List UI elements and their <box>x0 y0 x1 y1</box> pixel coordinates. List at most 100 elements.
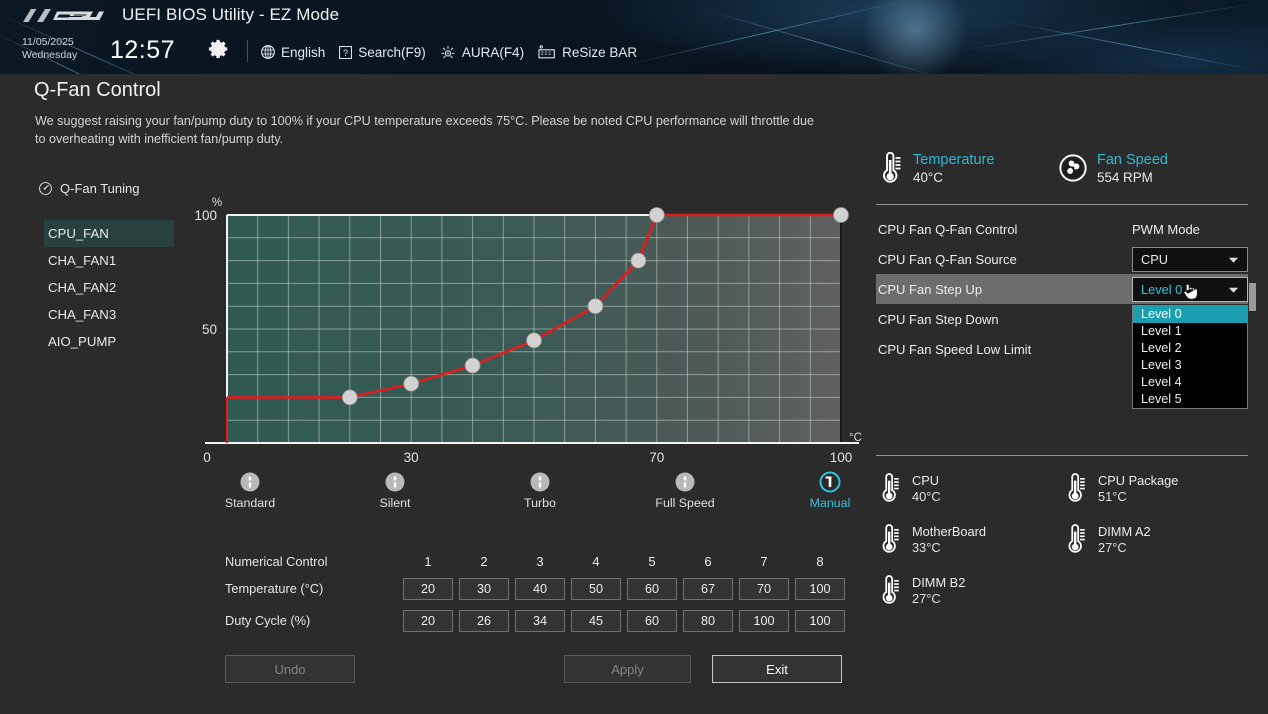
dropdown-option-level-5[interactable]: Level 5 <box>1141 392 1182 406</box>
duty-cycle-cell-2[interactable]: 26 <box>459 609 509 632</box>
duty-cycle-cell-7[interactable]: 100 <box>739 609 789 632</box>
setting-dropdown-value-cpu-fan-step-up: Level 0 <box>1141 281 1183 297</box>
curve-point-6[interactable] <box>630 252 647 269</box>
setting-dropdown-cpu-fan-q-fan-source[interactable]: CPU <box>1132 246 1248 272</box>
setting-row-cpu-fan-step-up[interactable]: CPU Fan Step Up Level 0 <box>876 274 1248 304</box>
curve-point-7[interactable] <box>648 207 665 223</box>
slider-label-turbo[interactable]: Turbo <box>524 496 556 510</box>
hardware-monitor-panel: CPU 40°C CPU Package 51°C MotherBoard 33°C DIM… <box>876 455 1248 626</box>
sensor-cpu-package: CPU Package 51°C <box>1062 473 1248 524</box>
page-description: We suggest raising your fan/pump duty to… <box>35 114 815 146</box>
slider-knob-standard[interactable] <box>240 472 260 492</box>
curve-point-1[interactable] <box>341 389 358 406</box>
language-menu-item[interactable]: English <box>260 44 325 60</box>
dropdown-option-level-1[interactable]: Level 1 <box>1141 324 1182 338</box>
duty-cycle-cell-4[interactable]: 45 <box>571 609 621 632</box>
temperature-cell-7[interactable]: 70 <box>739 577 789 600</box>
sensor-value-motherboard: 33°C <box>912 540 941 555</box>
dropdown-options-cpu-fan-step-up[interactable]: Level 0 Level 1 Level 2 Level 3 Level 4 Level… <box>1132 305 1248 409</box>
temperature-cell-8[interactable]: 100 <box>795 577 845 600</box>
fan-curve-chart[interactable]: % 100 50 0 30 70 100 °C <box>190 192 870 467</box>
slider-label-standard[interactable]: Standard <box>224 496 276 510</box>
temperature-cell-2[interactable]: 30 <box>459 577 509 600</box>
fan-speed-readout-title: Fan Speed <box>1097 152 1168 168</box>
slider-knob-turbo[interactable] <box>530 472 550 492</box>
fan-speed-readout-value: 554 RPM <box>1097 170 1153 185</box>
curve-point-4[interactable] <box>526 332 542 349</box>
duty-cycle-cell-5[interactable]: 60 <box>627 609 677 632</box>
temperature-cell-1[interactable]: 20 <box>403 577 453 600</box>
slider-knob-manual[interactable] <box>819 471 841 493</box>
y-tick-100: 100 <box>194 208 217 223</box>
undo-button[interactable]: Undo <box>225 655 355 683</box>
slider-knob-full-speed[interactable] <box>675 472 695 492</box>
setting-label-cpu-fan-speed-low-limit: CPU Fan Speed Low Limit <box>878 341 1032 357</box>
x-tick-100: 100 <box>830 450 853 462</box>
fan-list-item-cha_fan3[interactable]: CHA_FAN3 <box>48 307 117 322</box>
exit-button[interactable]: Exit <box>712 655 842 683</box>
curve-point-3[interactable] <box>464 357 481 374</box>
fan-profile-track[interactable] <box>215 470 865 494</box>
temperature-cell-6[interactable]: 67 <box>683 577 733 600</box>
fan-list-item-cha_fan1[interactable]: CHA_FAN1 <box>48 253 117 268</box>
search-menu-item[interactable]: ? Search(F9) <box>338 45 426 60</box>
setting-label-cpu-fan-q-fan-source: CPU Fan Q-Fan Source <box>878 251 1017 267</box>
dropdown-option-level-2[interactable]: Level 2 <box>1141 341 1182 355</box>
aura-icon <box>441 45 455 59</box>
duty-cycle-cell-1[interactable]: 20 <box>403 609 453 632</box>
resize-bar-menu-item[interactable]: ReSize BAR <box>537 44 637 60</box>
setting-label-cpu-fan-step-down: CPU Fan Step Down <box>878 311 999 327</box>
setting-row-cpu-fan-step-down[interactable]: CPU Fan Step Down <box>876 304 1248 334</box>
q-fan-tuning-button[interactable]: Q-Fan Tuning <box>38 181 140 196</box>
dropdown-option-level-4[interactable]: Level 4 <box>1141 375 1182 389</box>
setting-row-cpu-fan-q-fan-source[interactable]: CPU Fan Q-Fan Source CPU <box>876 244 1248 274</box>
apply-button[interactable]: Apply <box>564 655 691 683</box>
slider-knob-silent[interactable] <box>385 472 405 492</box>
slider-label-manual[interactable]: Manual <box>809 496 851 510</box>
curve-point-8[interactable] <box>833 207 849 223</box>
x-axis-unit: °C <box>849 432 862 444</box>
numerical-column-header-3: 3 <box>536 554 544 569</box>
setting-row-cpu-fan-q-fan-control[interactable]: CPU Fan Q-Fan Control PWM Mode <box>876 214 1248 244</box>
duty-cycle-cell-8[interactable]: 100 <box>795 609 845 632</box>
temperature-readout-value: 40°C <box>913 170 943 185</box>
fan-icon <box>1059 154 1087 182</box>
settings-scrollbar-thumb[interactable] <box>1249 283 1256 311</box>
fan-settings-list: CPU Fan Q-Fan Control PWM Mode CPU Fan Q-F… <box>876 214 1248 409</box>
fan-list-item-cpu_fan[interactable]: CPU_FAN <box>44 220 174 247</box>
x-tick-70: 70 <box>649 450 664 462</box>
curve-point-5[interactable] <box>587 298 604 315</box>
numerical-column-header-4: 4 <box>592 554 600 569</box>
numerical-column-header-8: 8 <box>816 554 824 569</box>
panel-divider-bottom <box>876 455 1248 456</box>
weekday-value: Wednesday <box>22 49 78 61</box>
dropdown-option-level-0[interactable]: Level 0 <box>1133 306 1247 323</box>
fan-list-item-aio_pump[interactable]: AIO_PUMP <box>48 334 117 349</box>
temperature-cell-3[interactable]: 40 <box>515 577 565 600</box>
dropdown-option-level-3[interactable]: Level 3 <box>1141 358 1182 372</box>
duty-cycle-cell-6[interactable]: 80 <box>683 609 733 632</box>
sensor-name-cpu-package: CPU Package <box>1098 473 1179 488</box>
slider-label-full-speed[interactable]: Full Speed <box>655 496 715 510</box>
y-axis-unit: % <box>212 197 222 209</box>
fan-profile-slider[interactable]: Standard Silent Turbo Full Speed Manual <box>215 470 865 518</box>
numerical-column-header-1: 1 <box>424 554 432 569</box>
sensor-name-dimm-a2: DIMM A2 <box>1098 524 1151 539</box>
aura-menu-item[interactable]: AURA(F4) <box>439 44 524 60</box>
setting-dropdown-cpu-fan-step-up[interactable]: Level 0 <box>1132 276 1248 302</box>
curve-point-2[interactable] <box>403 375 420 392</box>
duty-cycle-cell-3[interactable]: 34 <box>515 609 565 632</box>
setting-row-cpu-fan-speed-low-limit[interactable]: CPU Fan Speed Low Limit <box>876 334 1248 364</box>
system-time: 12:57 <box>110 36 176 64</box>
temperature-cell-4[interactable]: 50 <box>571 577 621 600</box>
fan-list-item-cha_fan2[interactable]: CHA_FAN2 <box>48 280 117 295</box>
sensor-value-cpu-package: 51°C <box>1098 489 1127 504</box>
temperature-cell-5[interactable]: 60 <box>627 577 677 600</box>
sensor-name-dimm-b2: DIMM B2 <box>912 575 966 590</box>
gear-icon[interactable] <box>208 38 230 60</box>
slider-label-silent[interactable]: Silent <box>379 496 411 510</box>
thermometer-icon <box>882 575 899 604</box>
globe-icon <box>261 45 275 59</box>
